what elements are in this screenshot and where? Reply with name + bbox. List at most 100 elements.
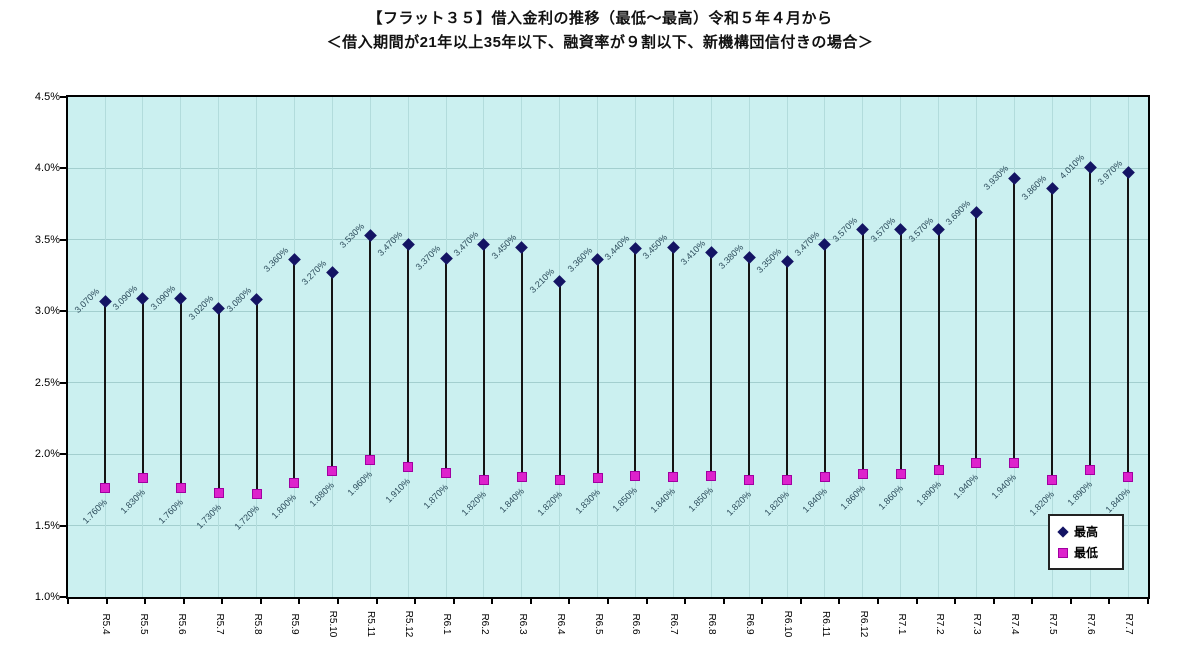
x-axis-tick-mark [1108, 599, 1111, 604]
high-value-label: 3.070% [72, 286, 102, 316]
high-value-label: 3.080% [224, 285, 253, 314]
high-point-marker [742, 250, 756, 264]
hilo-connector-line [141, 298, 144, 479]
x-axis-tick-mark [144, 599, 147, 604]
x-axis-tick-mark [375, 599, 378, 604]
x-axis-category-label: R7.5 [1047, 613, 1059, 635]
low-point-marker [251, 489, 262, 500]
high-value-label: 3.470% [792, 229, 822, 259]
low-point-marker [365, 454, 376, 465]
x-axis-category-label: R6.3 [516, 613, 528, 635]
legend-box: 最高 最低 [1048, 514, 1124, 570]
hilo-connector-line [975, 212, 978, 463]
high-value-label: 3.380% [716, 242, 746, 271]
x-axis-tick-mark [452, 599, 455, 604]
low-point-marker [630, 470, 641, 481]
high-series-diamond-icon [1057, 525, 1069, 538]
x-axis-category-label: R5.12 [403, 610, 415, 638]
low-point-marker [327, 466, 338, 477]
x-axis-tick-mark [298, 599, 301, 604]
x-axis-tick-mark [1147, 599, 1149, 604]
x-axis-tick-mark [877, 599, 879, 604]
hilo-connector-line [255, 299, 258, 495]
x-axis-tick-mark [337, 599, 339, 604]
high-value-label: 3.570% [906, 215, 935, 244]
x-axis-category-label: R6.8 [706, 613, 718, 635]
low-point-marker [516, 472, 527, 482]
hilo-connector-line [1089, 167, 1092, 470]
hilo-connector-line [482, 244, 485, 480]
high-value-label: 3.360% [565, 245, 594, 274]
x-axis-tick-mark [1069, 599, 1072, 604]
high-point-marker [666, 240, 680, 254]
low-point-marker [175, 483, 186, 494]
hilo-connector-line [445, 258, 447, 473]
high-point-marker [1007, 172, 1021, 185]
low-point-marker [857, 469, 868, 480]
x-axis-category-label: R5.7 [213, 613, 225, 635]
x-axis-category-label: R7.1 [895, 613, 907, 635]
hilo-connector-line [104, 301, 106, 489]
low-point-marker [478, 474, 489, 485]
low-point-marker [819, 472, 830, 482]
y-axis-tick-label: 2.5% [34, 376, 60, 389]
low-point-marker [744, 474, 755, 485]
legend-item-low: 最低 [1056, 542, 1116, 563]
horizontal-gridline [68, 453, 1148, 455]
low-point-marker [1085, 464, 1096, 475]
x-axis-tick-mark [414, 599, 417, 604]
low-point-marker [554, 474, 565, 485]
x-axis-category-label: R6.10 [782, 610, 793, 638]
x-axis-tick-mark [1031, 599, 1034, 604]
x-axis-tick-mark [67, 599, 69, 604]
x-axis-tick-mark [954, 599, 957, 604]
x-axis-tick-mark [182, 599, 185, 604]
x-axis-category-label: R5.6 [175, 613, 187, 635]
hilo-connector-line [1013, 178, 1016, 463]
low-point-marker [403, 462, 414, 472]
chart-subtitle: ＜借入期間が21年以上35年以下、融資率が９割以下、新機構団信付きの場合＞ [326, 34, 874, 51]
high-value-label: 3.270% [299, 257, 329, 287]
x-axis-tick-mark [838, 599, 841, 604]
hilo-connector-line [179, 298, 182, 489]
low-point-marker [289, 477, 300, 488]
low-point-marker [706, 470, 717, 481]
x-axis-category-label: R6.12 [857, 610, 869, 638]
low-point-marker [668, 472, 679, 482]
hilo-connector-line [1051, 188, 1054, 480]
low-series-square-icon [1058, 547, 1068, 558]
x-axis-tick-mark [684, 599, 687, 604]
hilo-connector-line [823, 244, 826, 477]
hilo-connector-line [634, 248, 637, 476]
x-axis-category-label: R7.4 [1009, 613, 1021, 635]
low-point-marker [971, 457, 982, 468]
low-point-marker [1123, 472, 1133, 482]
high-point-marker [174, 292, 188, 305]
x-axis-tick-mark [259, 599, 262, 604]
low-point-marker [933, 464, 944, 475]
x-axis-category-label: R6.4 [554, 613, 566, 635]
y-axis-tick-label: 3.5% [34, 233, 60, 246]
hilo-connector-line [596, 259, 599, 479]
hilo-connector-line [558, 281, 561, 480]
x-axis-category-label: R5.4 [100, 613, 111, 635]
high-point-marker [1083, 160, 1097, 174]
hilo-connector-line [786, 261, 788, 480]
hilo-connector-line [672, 247, 675, 477]
high-point-marker [856, 223, 870, 237]
x-axis-category-label: R6.5 [592, 613, 604, 635]
high-value-label: 3.350% [754, 246, 784, 276]
y-axis-tick-mark [60, 381, 66, 384]
y-axis-tick-mark [60, 238, 66, 241]
x-axis-category-label: R5.9 [289, 613, 301, 635]
high-value-label: 3.470% [451, 229, 481, 259]
x-axis-tick-mark [221, 599, 224, 604]
horizontal-gridline [68, 525, 1148, 527]
low-point-marker [1047, 474, 1058, 485]
x-axis-category-label: R5.10 [327, 610, 339, 638]
y-axis-tick-label: 1.0% [34, 591, 60, 603]
high-point-marker [250, 293, 263, 307]
low-point-marker [592, 473, 603, 484]
legend-high-label: 最高 [1074, 525, 1099, 539]
hilo-connector-line [899, 229, 902, 475]
